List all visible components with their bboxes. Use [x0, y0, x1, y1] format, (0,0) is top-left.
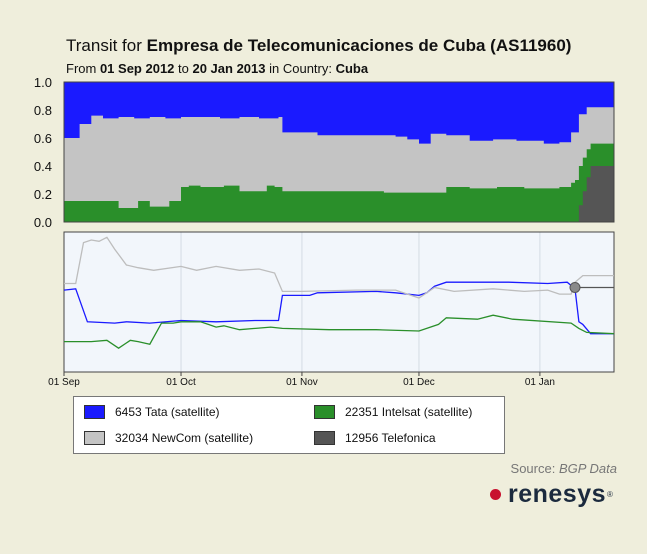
legend-item-tata: 6453 Tata (satellite): [84, 405, 220, 419]
x-tick-label: 01 Dec: [403, 377, 435, 388]
transit-charts: 1.0 0.8 0.6 0.4 0.2 0.0 01 Sep 01 Oct 01 Nov 01 D…: [34, 75, 615, 388]
sub-start: 01 Sep 2012: [99, 61, 175, 76]
legend-swatch-newcom: [84, 431, 105, 445]
y-tick-label: 0.8: [34, 103, 52, 118]
sub-country: Cuba: [335, 61, 369, 76]
y-tick-label: 0.2: [34, 187, 52, 202]
legend-label-newcom: 32034 NewCom (satellite): [115, 431, 254, 445]
brand-mark: ®: [607, 490, 614, 499]
line-plot-frame: [63, 231, 615, 373]
brand-name: renesys: [508, 480, 607, 508]
line-marker-12956-telefonica: [569, 281, 581, 293]
legend-item-intelsat: 22351 Intelsat (satellite): [314, 405, 472, 419]
sub-end: 20 Jan 2013: [192, 61, 266, 76]
line-series-22351-intelsat-satellite: [64, 314, 615, 349]
legend-swatch-tata: [84, 405, 105, 419]
x-tick-label: 01 Oct: [166, 377, 196, 388]
sub-in: in Country:: [265, 61, 336, 76]
y-tick-label: 0.4: [34, 159, 52, 174]
x-tick-label: 01 Sep: [48, 377, 80, 388]
y-tick-label: 0.6: [34, 131, 52, 146]
legend-swatch-telefonica: [314, 431, 335, 445]
title-bold: Empresa de Telecomunicaciones de Cuba (A…: [146, 36, 572, 55]
y-tick-label: 0.0: [34, 215, 52, 230]
legend-label-tata: 6453 Tata (satellite): [115, 405, 220, 419]
source-value: BGP Data: [558, 461, 617, 476]
y-tick-label: 1.0: [34, 75, 52, 90]
sub-to: to: [174, 61, 193, 76]
chart-legend: 6453 Tata (satellite) 22351 Intelsat (sa…: [73, 396, 505, 454]
x-tick-label: 01 Jan: [525, 377, 555, 388]
source-note: Source: BGP Data: [511, 461, 617, 476]
legend-item-newcom: 32034 NewCom (satellite): [84, 431, 253, 445]
title-prefix: Transit for: [66, 36, 147, 55]
source-label: Source:: [510, 461, 559, 476]
chart-subtitle: From 01 Sep 2012 to 20 Jan 2013 in Count…: [66, 61, 368, 76]
area-plot-frame: [63, 81, 615, 223]
area-series-22351-intelsat-satellite: [64, 142, 614, 222]
line-series-32034-newcom-satellite: [64, 236, 614, 299]
legend-label-intelsat: 22351 Intelsat (satellite): [345, 405, 473, 419]
legend-swatch-intelsat: [314, 405, 335, 419]
line-plot-background: [64, 232, 614, 372]
legend-label-telefonica: 12956 Telefonica: [345, 431, 436, 445]
renesys-logo: renesys ®: [490, 480, 613, 509]
sub-from: From: [66, 61, 100, 76]
x-tick-label: 01 Nov: [286, 377, 318, 388]
chart-title: Transit for Empresa de Telecomunicacione…: [66, 36, 571, 56]
legend-item-telefonica: 12956 Telefonica: [314, 431, 436, 445]
logo-dot-icon: [490, 489, 501, 500]
